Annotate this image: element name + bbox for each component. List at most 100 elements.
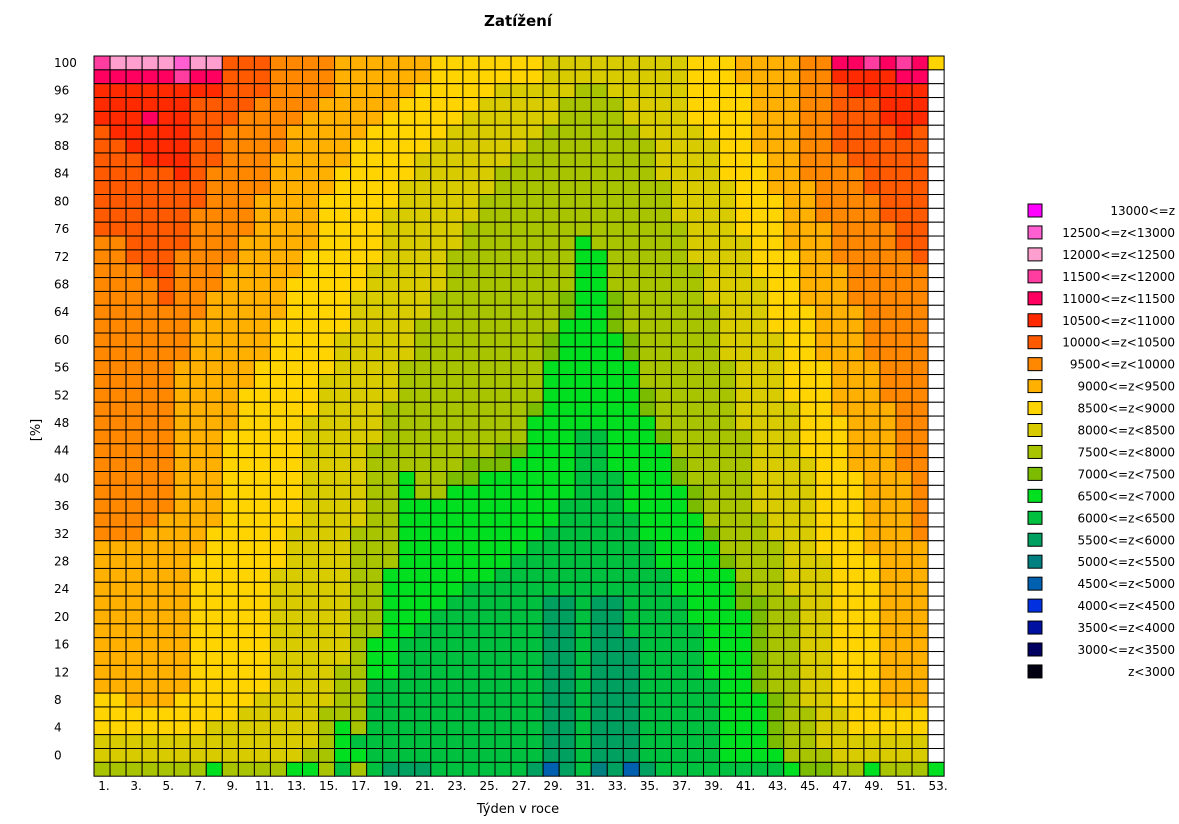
heatmap-cell [558,429,576,445]
legend-swatch [1027,335,1043,350]
heatmap-cell [831,609,849,625]
heatmap-cell [350,263,368,279]
heatmap-cell [783,304,801,320]
heatmap-cell [911,221,929,237]
heatmap-cell [911,526,929,542]
heatmap-cell [799,263,817,279]
heatmap-cell [398,457,416,472]
heatmap-cell [446,346,464,362]
heatmap-cell [366,609,384,625]
heatmap-cell [478,152,496,168]
heatmap-cell [686,263,705,279]
heatmap-cell [735,124,753,140]
heatmap-cell [205,235,223,251]
heatmap-cell [173,318,191,334]
heatmap-cell [237,97,255,112]
heatmap-cell [382,138,400,154]
heatmap-cell [237,221,255,237]
heatmap-cell [654,318,672,334]
heatmap-cell [574,512,592,528]
heatmap-cell [221,609,239,625]
heatmap-cell [350,623,368,639]
heatmap-cell [93,83,111,99]
legend-label: 3500<=z<4000 [1077,621,1175,635]
heatmap-cell [494,249,512,265]
heatmap-cell [494,152,512,168]
heatmap-cell [430,540,448,556]
heatmap-cell [173,623,191,639]
heatmap-cell [847,332,865,348]
heatmap-cell [911,124,929,140]
heatmap-cell [815,235,833,251]
legend-label: 5500<=z<6000 [1077,533,1175,547]
heatmap-cell [318,194,336,209]
heatmap-cell [237,637,255,653]
heatmap-cell [863,748,881,763]
heatmap-cell [879,221,897,237]
heatmap-cell [831,623,849,639]
heatmap-cell [847,207,865,223]
heatmap-cell [542,554,560,569]
heatmap-cell [302,318,320,334]
heatmap-cell [654,235,672,251]
heatmap-cell [879,526,897,542]
heatmap-cell [302,678,320,694]
heatmap-cell [927,249,945,265]
heatmap-cell [382,526,400,542]
heatmap-cell [526,706,544,722]
heatmap-cell [719,138,737,154]
heatmap-cell [558,387,576,403]
heatmap-cell [350,706,368,722]
heatmap-cell [430,110,448,126]
heatmap-cell [430,554,448,569]
heatmap-cell [334,692,352,708]
legend-swatch [1027,664,1043,679]
heatmap-cell [125,138,143,154]
heatmap-cell [221,748,239,763]
heatmap-cell [622,249,640,265]
heatmap-cell [462,138,480,154]
heatmap-cell [847,678,865,694]
heatmap-cell [414,609,432,625]
heatmap-cell [847,609,865,625]
heatmap-cell [269,194,287,209]
heatmap-cell [173,609,191,625]
heatmap-cell [879,263,897,279]
heatmap-cell [237,401,255,417]
heatmap-cell [494,720,512,736]
heatmap-cell [189,69,207,85]
heatmap-cell [318,748,336,763]
heatmap-cell [751,748,769,763]
heatmap-cell [879,290,897,306]
heatmap-cell [638,332,656,348]
heatmap-cell [895,748,913,763]
heatmap-cell [462,540,480,556]
heatmap-cell [719,415,737,431]
y-tick-label: 20 [54,610,69,624]
heatmap-cell [879,360,897,376]
heatmap-cell [478,512,496,528]
heatmap-cell [879,401,897,417]
heatmap-cell [670,290,688,306]
heatmap-cell [767,471,785,486]
heatmap-cell [318,290,336,306]
heatmap-cell [863,457,881,472]
heatmap-cell [173,374,191,389]
heatmap-cell [285,637,304,653]
heatmap-cell [895,471,913,486]
heatmap-cell [414,678,432,694]
heatmap-cell [414,540,432,556]
heatmap-cell [462,401,480,417]
heatmap-cell [350,512,368,528]
legend-swatch [1027,488,1043,503]
heatmap-cell [703,471,721,486]
heatmap-cell [302,180,320,195]
heatmap-cell [735,304,753,320]
heatmap-cell [927,277,945,292]
heatmap-cell [526,512,544,528]
heatmap-cell [205,457,223,472]
heatmap-cell [542,332,560,348]
heatmap-cell [574,290,592,306]
heatmap-cell [542,512,560,528]
heatmap-cell [109,415,127,431]
